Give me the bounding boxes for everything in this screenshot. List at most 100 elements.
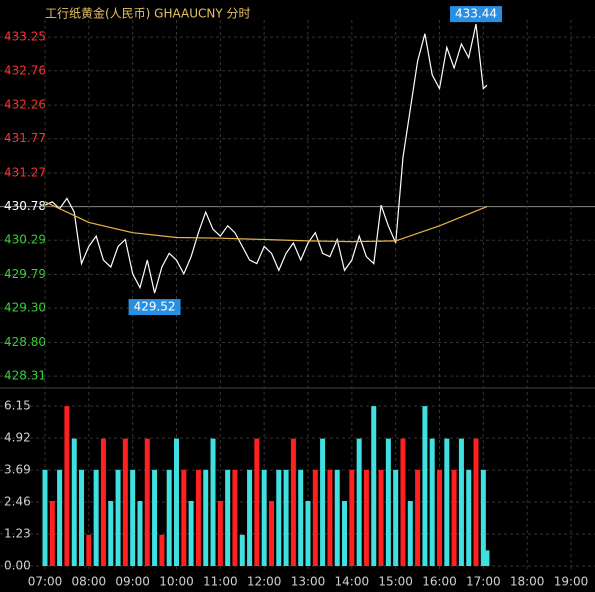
volume-bar <box>152 469 158 566</box>
volume-bar <box>484 550 490 566</box>
volume-bar <box>247 469 253 566</box>
volume-bar <box>122 438 128 566</box>
x-tick-label: 08:00 <box>72 575 107 589</box>
y-tick-label: 432.76 <box>4 63 46 77</box>
y-tick-label: 430.78 <box>4 199 46 213</box>
x-tick-label: 15:00 <box>378 575 413 589</box>
volume-bar <box>305 501 311 566</box>
volume-bar <box>188 501 194 566</box>
volume-bar <box>42 469 48 566</box>
volume-bar <box>466 469 472 566</box>
volume-bar <box>203 469 209 566</box>
volume-bar <box>444 438 450 566</box>
price-badge <box>128 299 181 316</box>
volume-bar <box>254 438 260 566</box>
volume-bar <box>115 469 121 566</box>
volume-bar <box>49 501 55 566</box>
volume-bar <box>276 469 282 566</box>
volume-bar <box>79 469 85 566</box>
volume-bar <box>422 406 428 566</box>
x-tick-label: 12:00 <box>247 575 282 589</box>
volume-bar <box>371 406 377 566</box>
volume-bar <box>71 438 77 566</box>
price-line <box>44 23 488 294</box>
volume-bar <box>356 438 362 566</box>
y-tick-label: 6.15 <box>4 399 31 413</box>
volume-bar <box>57 469 63 566</box>
x-tick-label: 18:00 <box>510 575 545 589</box>
volume-bar <box>144 438 150 566</box>
volume-bar <box>283 469 289 566</box>
volume-bar <box>225 469 231 566</box>
volume-bar <box>378 469 384 566</box>
y-tick-label: 3.69 <box>4 463 31 477</box>
volume-bar <box>108 501 114 566</box>
y-tick-label: 429.30 <box>4 301 46 315</box>
y-tick-label: 428.31 <box>4 369 46 383</box>
y-tick-label: 431.27 <box>4 165 46 179</box>
volume-bar <box>458 438 464 566</box>
y-tick-label: 4.92 <box>4 431 31 445</box>
y-tick-label: 429.79 <box>4 267 46 281</box>
volume-bar <box>407 501 413 566</box>
volume-bar <box>261 469 267 566</box>
volume-bar <box>100 438 106 566</box>
volume-bar <box>480 469 486 566</box>
price-label: 433.44 <box>455 7 497 21</box>
volume-bar <box>159 534 165 566</box>
x-tick-label: 19:00 <box>554 575 589 589</box>
volume-bar <box>342 501 348 566</box>
volume-bar <box>195 469 201 566</box>
y-tick-label: 430.29 <box>4 233 46 247</box>
volume-bar <box>137 501 143 566</box>
volume-bar <box>166 469 172 566</box>
volume-bar <box>239 534 245 566</box>
volume-bar <box>334 469 340 566</box>
x-tick-label: 13:00 <box>291 575 326 589</box>
volume-bar <box>363 469 369 566</box>
y-tick-label: 431.77 <box>4 131 46 145</box>
volume-bar <box>64 406 70 566</box>
volume-bar <box>437 469 442 566</box>
volume-bar <box>312 469 318 566</box>
volume-bar <box>217 501 223 566</box>
volume-bar <box>385 438 391 566</box>
volume-bar <box>473 438 479 566</box>
volume-bar <box>400 438 406 566</box>
x-tick-label: 16:00 <box>422 575 457 589</box>
volume-bar <box>393 469 399 566</box>
volume-bar <box>93 469 99 566</box>
price-badge <box>450 6 503 23</box>
volume-bar <box>290 438 296 566</box>
volume-bar <box>349 469 355 566</box>
x-tick-label: 07:00 <box>28 575 63 589</box>
x-tick-label: 14:00 <box>335 575 370 589</box>
y-tick-label: 0.00 <box>4 559 31 573</box>
y-tick-label: 2.46 <box>4 495 31 509</box>
x-tick-label: 09:00 <box>115 575 150 589</box>
x-tick-label: 10:00 <box>159 575 194 589</box>
volume-bar <box>327 469 333 566</box>
volume-bar <box>210 438 216 566</box>
volume-bar <box>181 469 187 566</box>
y-tick-label: 428.80 <box>4 335 46 349</box>
volume-bar <box>86 534 92 566</box>
volume-bar <box>232 469 238 566</box>
x-tick-label: 11:00 <box>203 575 238 589</box>
volume-bar <box>174 438 179 566</box>
x-tick-label: 17:00 <box>466 575 501 589</box>
price-label: 429.52 <box>134 300 176 314</box>
volume-bar <box>429 438 435 566</box>
volume-bar <box>415 469 421 566</box>
y-tick-label: 432.26 <box>4 98 46 112</box>
price-line <box>44 201 488 243</box>
volume-bar <box>268 501 274 566</box>
volume-bar <box>320 438 326 566</box>
chart-title: 工行纸黄金(人民币) GHAAUCNY 分时 <box>45 6 251 21</box>
y-tick-label: 1.23 <box>4 527 31 541</box>
volume-bar <box>130 469 136 566</box>
volume-bar <box>298 469 304 566</box>
volume-bar <box>451 469 457 566</box>
